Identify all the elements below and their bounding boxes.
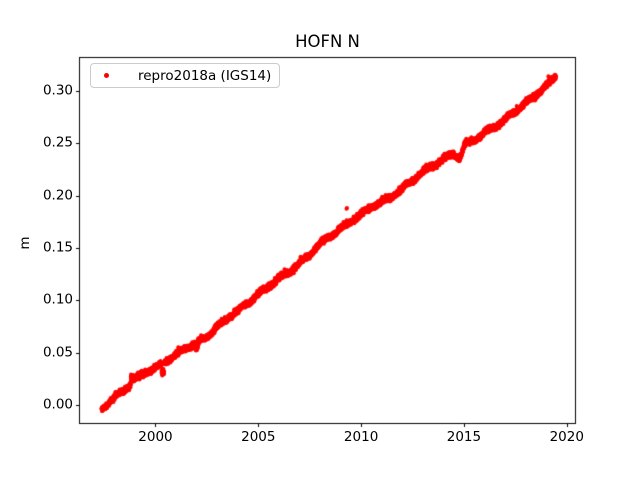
y-tick-label: 0.30 [42, 82, 73, 99]
legend: repro2018a (IGS14) [90, 63, 280, 88]
x-tick-label: 2010 [343, 429, 379, 445]
legend-label: repro2018a (IGS14) [138, 67, 272, 84]
y-tick-label: 0.10 [42, 291, 73, 308]
x-tick-label: 2000 [138, 429, 173, 445]
y-tick-label: 0.00 [42, 396, 73, 413]
y-tick-label: 0.25 [42, 134, 73, 151]
y-axis-label: m [17, 236, 33, 250]
x-tick-label: 2005 [241, 429, 276, 445]
y-tick-label: 0.15 [42, 239, 73, 256]
y-tick-label: 0.05 [42, 344, 73, 361]
legend-marker-dot [104, 73, 109, 78]
y-tick-label: 0.20 [42, 187, 73, 204]
chart-title: HOFN N [295, 32, 360, 51]
x-tick-label: 2015 [446, 429, 482, 445]
x-tick-label: 2020 [549, 429, 584, 445]
